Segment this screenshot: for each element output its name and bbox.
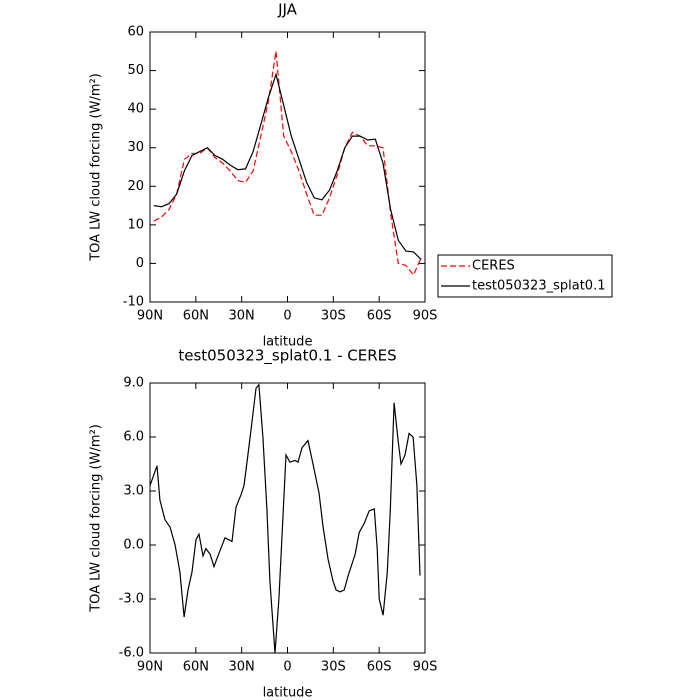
y-tick-label: 3.0 — [123, 484, 144, 499]
y-tick-label: 10 — [127, 217, 144, 232]
y-tick-label: 20 — [127, 179, 144, 194]
x-tick-label: 60S — [367, 660, 392, 675]
x-tick-label: 30S — [321, 309, 346, 324]
x-tick-label: 30S — [321, 660, 346, 675]
x-tick-label: 60S — [367, 309, 392, 324]
y-tick-label: 50 — [127, 63, 144, 78]
x-tick-label: 90N — [137, 309, 163, 324]
legend-label: CERES — [472, 259, 515, 274]
y-tick-label: 40 — [127, 102, 144, 117]
legend-box — [437, 254, 613, 298]
y-tick-label: 9.0 — [123, 376, 144, 391]
y-tick-label: -10 — [123, 295, 144, 310]
x-tick-label: 0 — [283, 309, 291, 324]
chart-title: test050323_splat0.1 - CERES — [178, 347, 396, 366]
x-tick-label: 60N — [183, 309, 209, 324]
x-axis-label: latitude — [263, 686, 313, 700]
y-tick-label: 6.0 — [123, 430, 144, 445]
x-tick-label: 30N — [229, 309, 255, 324]
x-tick-label: 60N — [183, 660, 209, 675]
y-tick-label: -6.0 — [119, 646, 144, 661]
legend-label: test050323_splat0.1 — [472, 279, 605, 294]
y-axis-label: TOA LW cloud forcing (W/m²) — [89, 424, 104, 613]
x-tick-label: 0 — [283, 660, 291, 675]
x-tick-label: 90S — [413, 660, 438, 675]
data-line — [149, 383, 421, 654]
x-tick-label: 90N — [137, 660, 163, 675]
data-line — [153, 72, 422, 261]
x-axis-label: latitude — [263, 335, 313, 350]
y-axis-label: TOA LW cloud forcing (W/m²) — [89, 73, 104, 262]
y-tick-label: 30 — [127, 140, 144, 155]
data-line — [153, 51, 422, 277]
x-tick-label: 90S — [413, 309, 438, 324]
y-tick-label: 0.0 — [123, 538, 144, 553]
x-tick-label: 30N — [229, 660, 255, 675]
y-tick-label: -3.0 — [119, 592, 144, 607]
y-tick-label: 0 — [136, 256, 144, 271]
y-tick-label: 60 — [127, 25, 144, 40]
chart-title: JJA — [277, 1, 298, 19]
